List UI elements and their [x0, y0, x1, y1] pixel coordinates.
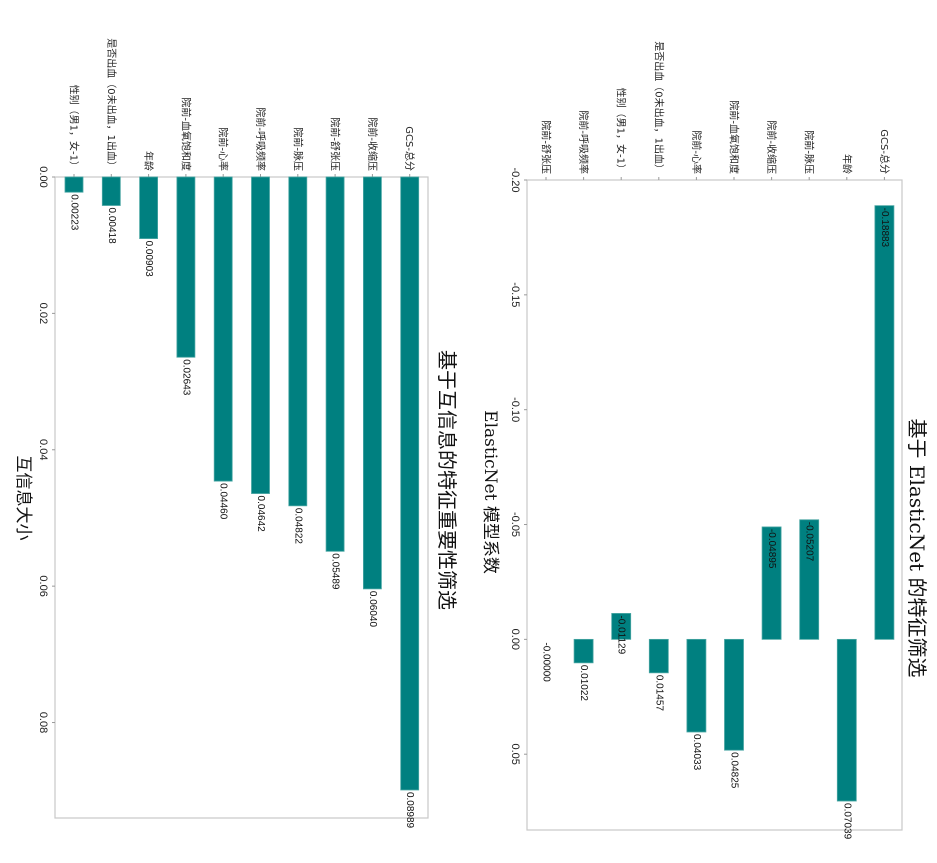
mi-category-axis: 性别（男1，女-1） 是否出血（0未出血，1出血） 年龄 院前-血氧饱和度 院前-心率 院…	[68, 38, 416, 177]
en-plot-frame	[526, 179, 903, 831]
value-label: 0.02643	[180, 359, 191, 396]
bar	[64, 176, 84, 193]
value-label: -0.18883	[879, 208, 890, 248]
category-label: 院前-舒张压	[329, 117, 342, 171]
category-label: 院前-心率	[690, 130, 703, 174]
bar	[799, 519, 820, 640]
value-tick-label: -0.20	[509, 167, 521, 192]
category-label: 院前-收缩压	[366, 117, 379, 171]
category-label: 是否出血（0未出血，1出血）	[652, 41, 665, 174]
category-label: 院前-呼吸频率	[577, 110, 590, 174]
value-label: 0.08989	[404, 792, 415, 829]
value-label: 0.01457	[653, 675, 664, 712]
category-label: 年龄	[840, 154, 853, 174]
value-label: 0.00903	[143, 241, 154, 278]
en-value-axis: -0.20 -0.15 -0.10 -0.05 0.00 0.05	[509, 167, 527, 765]
category-label: 年龄	[142, 151, 155, 171]
value-label: 0.00223	[69, 194, 80, 231]
bar	[573, 638, 594, 664]
value-tick-label: 0.00	[509, 629, 521, 650]
value-tick-label: 0.08	[37, 712, 49, 733]
category-label: 院前-收缩压	[765, 120, 778, 174]
mi-chart-title: 基于互信息的特征重要性筛选	[435, 350, 459, 610]
category-label: GCS-总分	[878, 129, 891, 174]
value-tick-label: 0.00	[37, 166, 49, 187]
category-label: 院前-心率	[217, 127, 230, 171]
value-label: 0.04822	[292, 508, 303, 545]
en-category-axis: 院前-舒张压 院前-呼吸频率 性别（男1，女-1） 是否出血（0未出血，1出血） 院前-…	[540, 41, 891, 180]
bar	[836, 638, 857, 802]
value-label: 0.04825	[729, 752, 740, 789]
category-label: 性别（男1，女-1）	[68, 85, 81, 171]
category-label: 院前-血氧饱和度	[728, 100, 741, 174]
bar	[139, 176, 159, 239]
category-label: 院前-血氧饱和度	[179, 97, 192, 171]
bar	[400, 176, 420, 791]
value-label: -0.04895	[766, 529, 777, 569]
mutual-info-chart: 0.00 0.02 0.04 0.06 0.08 性别（男1，女-1） 是否出血（0未出血…	[13, 38, 459, 828]
bar	[101, 176, 121, 206]
category-label: 性别（男1，女-1）	[615, 88, 628, 174]
category-label: 是否出血（0未出血，1出血）	[105, 38, 118, 171]
category-label: 院前-呼吸频率	[254, 107, 267, 171]
value-tick-label: 0.05	[509, 743, 521, 764]
value-label: 0.04642	[255, 496, 266, 533]
category-label: 院前-脉压	[291, 127, 304, 171]
value-label: 0.00418	[106, 208, 117, 245]
category-label: 院前-脉压	[803, 130, 816, 174]
value-tick-label: 0.04	[37, 439, 49, 460]
value-label: 0.06040	[367, 591, 378, 628]
value-tick-label: -0.15	[509, 282, 521, 307]
bar	[724, 638, 744, 751]
category-label: GCS-总分	[403, 126, 416, 171]
value-tick-label: 0.06	[37, 575, 49, 596]
bar	[686, 638, 707, 733]
mi-value-axis: 0.00 0.02 0.04 0.06 0.08	[37, 166, 55, 733]
bar	[213, 176, 233, 482]
bar	[176, 176, 196, 358]
category-label: 院前-舒张压	[540, 120, 553, 174]
bar	[874, 205, 895, 640]
value-label: 0.01022	[578, 665, 589, 702]
value-label: 0.07039	[841, 803, 852, 840]
en-value-axis-label: ElasticNet 模型系数	[480, 410, 500, 574]
en-value-labels: -0.00000 0.01022 -0.01129 0.01457 0.04033 0.0…	[541, 208, 890, 840]
value-tick-label: 0.02	[37, 303, 49, 324]
en-bars	[573, 205, 895, 802]
value-label: 0.04460	[218, 483, 229, 520]
bar	[648, 638, 669, 674]
mi-value-axis-label: 互信息大小	[13, 456, 33, 541]
value-label: -0.00000	[541, 642, 552, 682]
bar	[761, 526, 782, 640]
bar	[325, 176, 345, 552]
value-label: 0.05489	[330, 553, 341, 590]
bar	[362, 176, 382, 590]
en-chart-title: 基于 ElasticNet 的特征筛选	[905, 419, 929, 678]
value-label: -0.05207	[804, 522, 815, 562]
value-label: -0.01129	[616, 615, 627, 654]
mi-value-labels: 0.00223 0.00418 0.00903 0.02643 0.04460 0.046…	[69, 194, 416, 828]
mi-plot-frame	[54, 176, 429, 819]
mi-bars	[64, 176, 420, 791]
bar	[288, 176, 308, 507]
elasticnet-chart: -0.20 -0.15 -0.10 -0.05 0.00 0.05 院前-舒张压 院前-呼吸…	[480, 41, 929, 839]
value-label: 0.04033	[691, 734, 702, 771]
value-tick-label: -0.05	[509, 512, 521, 537]
value-tick-label: -0.10	[509, 397, 521, 422]
bar	[251, 176, 270, 494]
bar	[611, 613, 632, 640]
